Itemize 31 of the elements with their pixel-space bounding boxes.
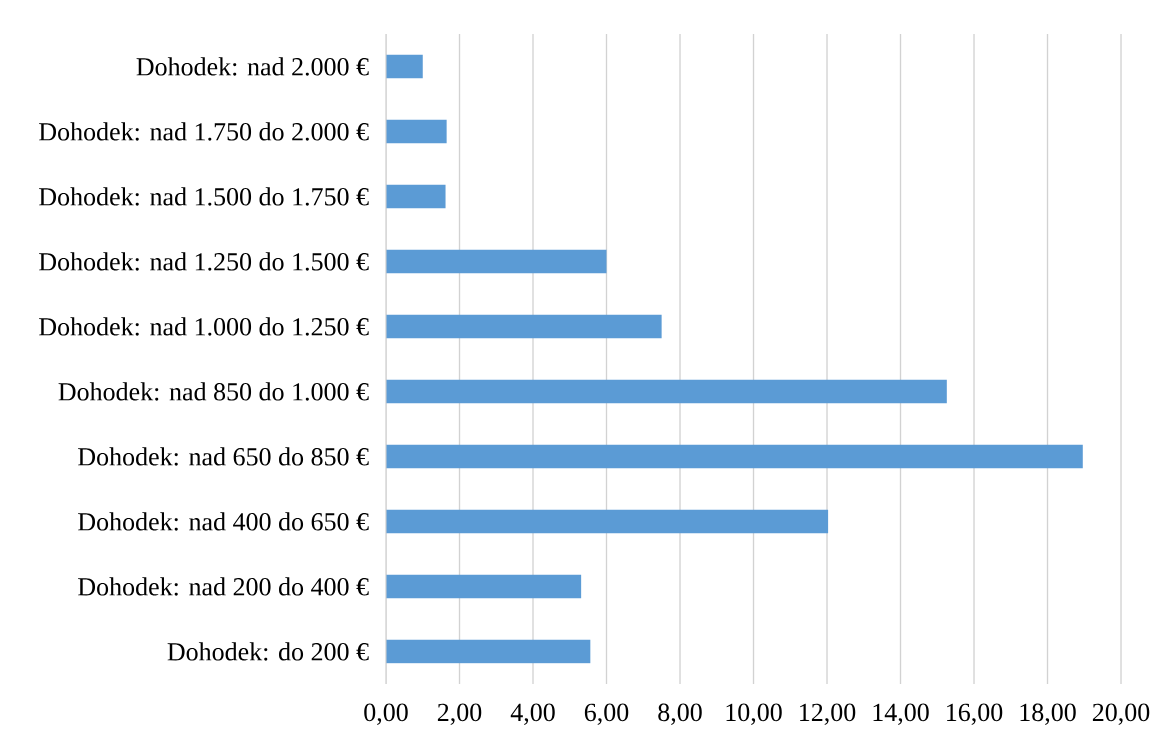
bar xyxy=(386,314,662,339)
x-tick-label: 16,00 xyxy=(947,703,1003,725)
x-tick-label: 0,00 xyxy=(364,703,408,725)
x-tick-label: 8,00 xyxy=(658,703,702,725)
x-tick-label: 6,00 xyxy=(584,703,629,725)
bar xyxy=(386,54,423,79)
bar xyxy=(386,119,447,144)
y-tick-label: Dohodek: nad 2.000 € xyxy=(136,57,369,76)
bar xyxy=(386,574,582,599)
y-tick-label: Dohodek: nad 1.750 do 2.000 € xyxy=(39,122,369,141)
x-tick-label: 4,00 xyxy=(510,703,555,725)
y-tick-label: Dohodek: nad 400 do 650 € xyxy=(78,512,369,531)
x-tick-label: 2,00 xyxy=(437,703,482,725)
bar xyxy=(386,639,591,664)
y-tick-label: Dohodek: nad 200 do 400 € xyxy=(78,577,369,596)
x-tick-label: 12,00 xyxy=(800,703,856,725)
y-tick-label: Dohodek: do 200 € xyxy=(167,642,369,661)
bar xyxy=(386,184,446,209)
y-tick-label: Dohodek: nad 650 do 850 € xyxy=(78,447,369,466)
x-tick-label: 20,00 xyxy=(1092,703,1150,725)
y-tick-label: Dohodek: nad 1.000 do 1.250 € xyxy=(39,317,369,336)
x-tick-label: 14,00 xyxy=(873,703,929,725)
y-tick-label: Dohodek: nad 850 do 1.000 € xyxy=(58,382,369,401)
y-tick-label: Dohodek: nad 1.250 do 1.500 € xyxy=(39,252,369,271)
y-tick-label: Dohodek: nad 1.500 do 1.750 € xyxy=(39,187,369,206)
x-tick-label: 18,00 xyxy=(1020,703,1076,725)
bar xyxy=(386,444,1083,469)
bar xyxy=(386,249,607,274)
x-tick-label: 10,00 xyxy=(726,703,782,725)
bar xyxy=(386,379,947,404)
bar xyxy=(386,509,829,534)
